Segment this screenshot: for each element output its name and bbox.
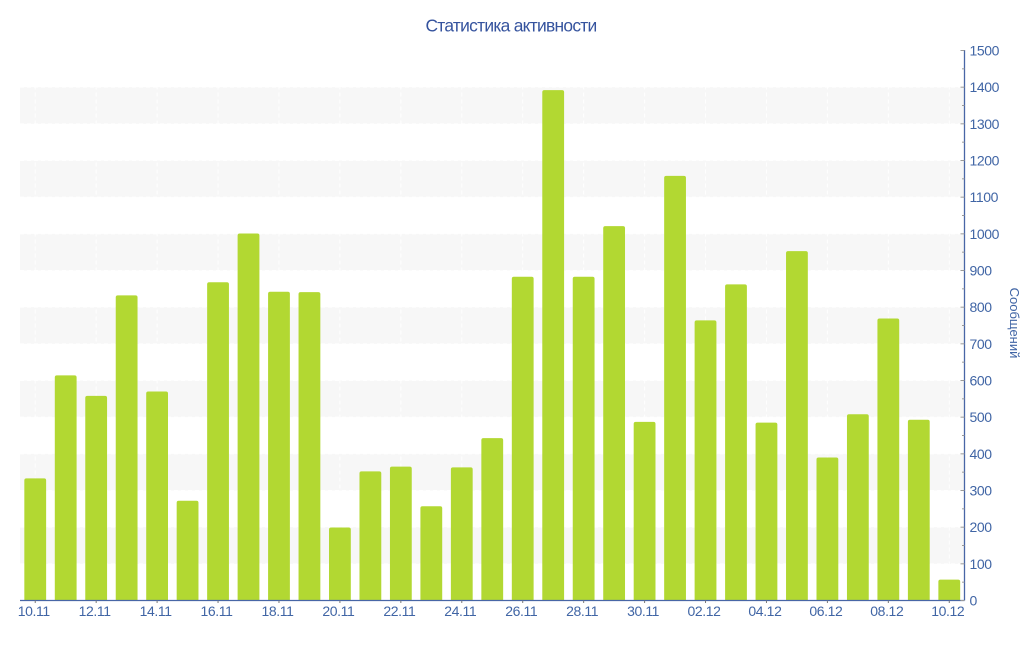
svg-text:16.11: 16.11 xyxy=(201,603,234,619)
svg-text:600: 600 xyxy=(970,373,993,389)
svg-text:1200: 1200 xyxy=(970,153,1000,169)
svg-text:500: 500 xyxy=(970,409,993,425)
svg-text:12.11: 12.11 xyxy=(79,603,112,619)
svg-text:1000: 1000 xyxy=(970,226,1000,242)
svg-text:Статистика активности: Статистика активности xyxy=(425,15,596,35)
svg-text:28.11: 28.11 xyxy=(566,603,599,619)
svg-text:1100: 1100 xyxy=(970,189,999,205)
svg-text:900: 900 xyxy=(970,263,993,279)
svg-text:100: 100 xyxy=(970,556,993,572)
svg-text:20.11: 20.11 xyxy=(322,603,355,619)
svg-text:24.11: 24.11 xyxy=(444,603,477,619)
svg-text:200: 200 xyxy=(970,519,993,535)
svg-text:Сообщений: Сообщений xyxy=(1007,288,1022,359)
svg-text:10.11: 10.11 xyxy=(18,603,51,619)
svg-text:1500: 1500 xyxy=(970,43,1000,59)
svg-text:22.11: 22.11 xyxy=(383,603,416,619)
svg-text:300: 300 xyxy=(970,483,993,499)
svg-text:1300: 1300 xyxy=(970,116,1000,132)
svg-text:06.12: 06.12 xyxy=(809,603,843,619)
svg-text:30.11: 30.11 xyxy=(627,603,660,619)
svg-text:0: 0 xyxy=(970,593,978,609)
svg-text:10.12: 10.12 xyxy=(931,603,965,619)
svg-text:04.12: 04.12 xyxy=(748,603,782,619)
svg-text:700: 700 xyxy=(970,336,993,352)
svg-text:400: 400 xyxy=(970,446,993,462)
svg-text:18.11: 18.11 xyxy=(261,603,294,619)
svg-text:26.11: 26.11 xyxy=(505,603,538,619)
svg-text:02.12: 02.12 xyxy=(687,603,721,619)
svg-text:14.11: 14.11 xyxy=(140,603,173,619)
svg-text:1400: 1400 xyxy=(970,79,1000,95)
svg-text:800: 800 xyxy=(970,299,993,315)
svg-text:08.12: 08.12 xyxy=(870,603,904,619)
